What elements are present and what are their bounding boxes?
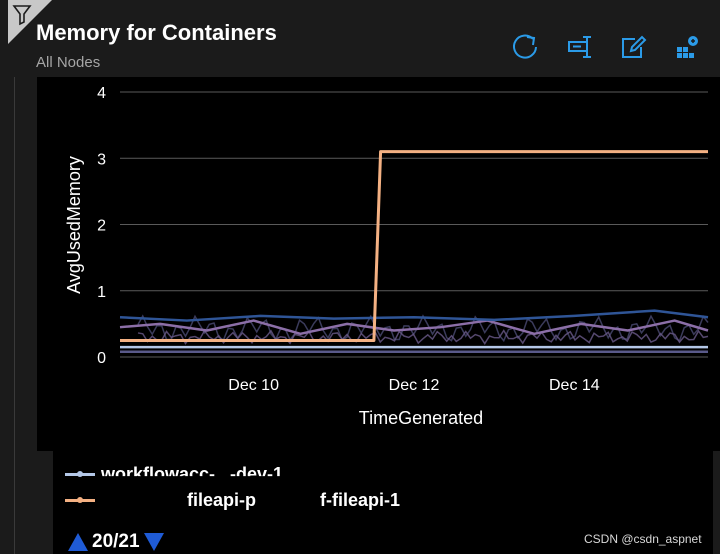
filter-corner-icon[interactable] [8, 0, 52, 44]
legend-page-count: 20/21 [92, 531, 140, 552]
legend-label-part: fileapi-p [187, 489, 257, 510]
legend-swatch [65, 495, 95, 505]
query-icon [568, 36, 591, 58]
x-tick-label: Dec 10 [228, 377, 279, 394]
page-title: Memory for Containers [36, 20, 277, 45]
page-subtitle: All Nodes [36, 54, 101, 71]
page-down-icon[interactable] [143, 533, 164, 551]
legend-item[interactable]: fileapi-p f-fileapi-1 [65, 488, 400, 512]
x-tick-label: Dec 12 [389, 377, 440, 394]
y-tick-label: 4 [97, 85, 106, 102]
pin-to-dashboard-button[interactable] [670, 30, 704, 64]
plot-panel [37, 77, 720, 451]
watermark: CSDN @csdn_aspnet [584, 532, 702, 546]
legend-item[interactable]: workflowacc-...-dev-1 [65, 462, 283, 486]
edit-icon [622, 35, 647, 58]
y-tick-label: 0 [97, 350, 106, 367]
y-tick-label: 2 [97, 218, 106, 235]
legend-label: workflowacc-...-dev-1 [101, 463, 284, 484]
y-axis-title: AvgUsedMemory [64, 156, 84, 294]
page-up-icon[interactable] [68, 533, 88, 551]
edit-button[interactable] [616, 30, 650, 64]
x-axis-title: TimeGenerated [359, 408, 483, 428]
legend-swatch [65, 469, 95, 479]
open-query-button[interactable] [562, 30, 596, 64]
legend-label-part: f-fileapi-1 [320, 489, 401, 510]
memory-line-chart: 0 1 2 3 4 Dec 10 Dec 12 Dec 14 TimeGenerated AvgU… [64, 85, 709, 428]
series-line [137, 314, 709, 343]
redaction-block [101, 489, 187, 511]
series-line [119, 319, 709, 336]
legend-pager: 20/21 [68, 531, 164, 553]
x-tick-label: Dec 14 [549, 377, 600, 394]
series-line [119, 309, 709, 322]
series-line [137, 329, 709, 345]
y-tick-label: 3 [97, 151, 106, 168]
series-line [120, 150, 708, 342]
redaction-block [256, 489, 321, 511]
pin-icon [677, 36, 698, 58]
refresh-icon [513, 34, 537, 59]
refresh-button[interactable] [508, 30, 542, 64]
panel-divider [14, 77, 15, 554]
y-tick-label: 1 [97, 284, 106, 301]
